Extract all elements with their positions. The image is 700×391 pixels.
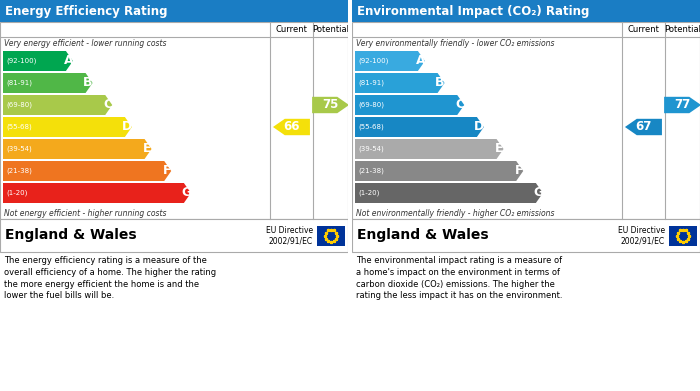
Polygon shape: [355, 95, 464, 115]
Text: (92-100): (92-100): [6, 58, 36, 64]
Bar: [352, 22, 700, 219]
Text: Potential: Potential: [312, 25, 349, 34]
Polygon shape: [3, 161, 172, 181]
Text: (81-91): (81-91): [358, 80, 384, 86]
Text: The energy efficiency rating is a measure of the
overall efficiency of a home. T: The energy efficiency rating is a measur…: [4, 256, 216, 300]
Text: G: G: [181, 187, 192, 199]
Text: England & Wales: England & Wales: [357, 228, 489, 242]
Text: (55-68): (55-68): [6, 124, 32, 130]
Polygon shape: [273, 119, 310, 135]
Bar: [0, 22, 348, 219]
Text: D: D: [475, 120, 484, 133]
Text: (55-68): (55-68): [358, 124, 384, 130]
Text: (39-54): (39-54): [358, 146, 384, 152]
Polygon shape: [355, 183, 543, 203]
Bar: [669, 226, 697, 246]
Bar: [352, 0, 700, 22]
Text: Not environmentally friendly - higher CO₂ emissions: Not environmentally friendly - higher CO…: [356, 208, 554, 217]
Polygon shape: [312, 97, 349, 113]
Text: E: E: [143, 142, 151, 156]
Text: (69-80): (69-80): [6, 102, 32, 108]
Text: England & Wales: England & Wales: [5, 228, 136, 242]
Bar: [352, 219, 700, 252]
Text: 66: 66: [284, 120, 300, 133]
Text: A: A: [64, 54, 74, 68]
Polygon shape: [355, 117, 484, 137]
Text: Very energy efficient - lower running costs: Very energy efficient - lower running co…: [4, 39, 167, 48]
Polygon shape: [3, 117, 132, 137]
Text: Energy Efficiency Rating: Energy Efficiency Rating: [5, 5, 167, 18]
Text: F: F: [162, 165, 171, 178]
Polygon shape: [3, 51, 73, 71]
Text: Potential: Potential: [664, 25, 700, 34]
Text: Current: Current: [627, 25, 659, 34]
Polygon shape: [355, 73, 444, 93]
Bar: [348, 0, 352, 391]
Text: F: F: [514, 165, 523, 178]
Polygon shape: [355, 161, 523, 181]
Text: (81-91): (81-91): [6, 80, 32, 86]
Polygon shape: [3, 73, 92, 93]
Text: (1-20): (1-20): [358, 190, 379, 196]
Text: 67: 67: [636, 120, 652, 133]
Text: E: E: [495, 142, 503, 156]
Text: B: B: [83, 77, 93, 90]
Text: (21-38): (21-38): [6, 168, 32, 174]
Text: Not energy efficient - higher running costs: Not energy efficient - higher running co…: [4, 208, 167, 217]
Polygon shape: [355, 139, 503, 159]
Bar: [317, 226, 345, 246]
Text: Very environmentally friendly - lower CO₂ emissions: Very environmentally friendly - lower CO…: [356, 39, 554, 48]
Text: 77: 77: [675, 99, 691, 111]
Text: (1-20): (1-20): [6, 190, 27, 196]
Text: Current: Current: [276, 25, 307, 34]
Polygon shape: [3, 183, 191, 203]
Text: B: B: [435, 77, 444, 90]
Text: C: C: [455, 99, 464, 111]
Polygon shape: [355, 51, 425, 71]
Polygon shape: [3, 139, 152, 159]
Text: (39-54): (39-54): [6, 146, 32, 152]
Text: 75: 75: [323, 99, 339, 111]
Text: A: A: [416, 54, 425, 68]
Text: C: C: [103, 99, 112, 111]
Polygon shape: [3, 95, 112, 115]
Text: D: D: [122, 120, 132, 133]
Polygon shape: [664, 97, 700, 113]
Text: EU Directive
2002/91/EC: EU Directive 2002/91/EC: [266, 226, 313, 245]
Text: G: G: [533, 187, 543, 199]
Bar: [0, 0, 348, 22]
Bar: [0, 219, 348, 252]
Text: (69-80): (69-80): [358, 102, 384, 108]
Text: The environmental impact rating is a measure of
a home's impact on the environme: The environmental impact rating is a mea…: [356, 256, 563, 300]
Polygon shape: [625, 119, 662, 135]
Text: EU Directive
2002/91/EC: EU Directive 2002/91/EC: [618, 226, 665, 245]
Text: Environmental Impact (CO₂) Rating: Environmental Impact (CO₂) Rating: [357, 5, 589, 18]
Text: (92-100): (92-100): [358, 58, 388, 64]
Text: (21-38): (21-38): [358, 168, 384, 174]
